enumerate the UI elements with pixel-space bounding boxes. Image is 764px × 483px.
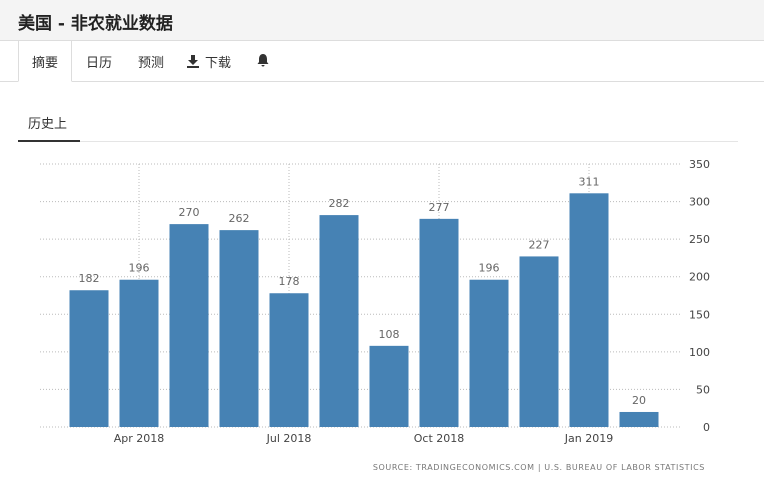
- tab[interactable]: 下载: [205, 56, 232, 71]
- download-icon: [187, 55, 199, 68]
- x-tick-label: Jul 2018: [266, 432, 312, 445]
- y-tick-label: 100: [689, 346, 710, 359]
- bar: [469, 279, 509, 427]
- bar: [269, 293, 309, 427]
- y-tick-label: 300: [689, 196, 710, 209]
- tab[interactable]: 摘要: [32, 56, 59, 71]
- data-label: 196: [479, 262, 500, 275]
- data-label: 108: [379, 328, 400, 341]
- data-label: 196: [129, 262, 150, 275]
- bar: [369, 345, 409, 427]
- data-label: 178: [279, 275, 300, 288]
- bar: [619, 411, 659, 427]
- bar: [319, 215, 359, 427]
- y-tick-label: 0: [703, 421, 710, 434]
- data-label: 282: [329, 197, 350, 210]
- bar: [169, 224, 209, 427]
- y-tick-label: 50: [696, 383, 710, 396]
- source: SOURCE: TRADINGECONOMICS.COM | U.S. BURE…: [373, 463, 705, 472]
- x-tick-label: Jan 2019: [564, 432, 613, 445]
- data-label: 270: [179, 206, 200, 219]
- tab-bar: 摘要 日历 预测 下载: [0, 41, 764, 82]
- bar: [69, 290, 109, 427]
- data-label: 20: [632, 394, 646, 407]
- x-tick-label: Oct 2018: [414, 432, 465, 445]
- tab[interactable]: 日历: [86, 56, 113, 71]
- y-tick-label: 200: [689, 271, 710, 284]
- y-tick-label: 250: [689, 233, 710, 246]
- active-tab-box: [18, 41, 72, 82]
- bar: [419, 218, 459, 427]
- data-label: 311: [579, 175, 600, 188]
- divider: [18, 141, 738, 142]
- bar: [519, 256, 559, 427]
- y-tick-label: 150: [689, 308, 710, 321]
- header: 美国 - 非农就业数据: [0, 0, 764, 41]
- y-tick-label: 350: [689, 158, 710, 171]
- tab[interactable]: 预测: [138, 56, 165, 71]
- x-tick-label: Apr 2018: [114, 432, 165, 445]
- bar: [219, 230, 259, 427]
- page-title: 美国 - 非农就业数据: [18, 14, 173, 34]
- bar: [119, 279, 159, 427]
- data-label: 262: [229, 212, 250, 225]
- bell-icon[interactable]: [256, 53, 270, 67]
- bar: [569, 193, 609, 427]
- data-label: 227: [529, 238, 550, 251]
- subtab-underline: [18, 140, 80, 142]
- subtab[interactable]: 历史上: [28, 117, 68, 132]
- data-label: 182: [79, 272, 100, 285]
- data-label: 277: [429, 201, 450, 214]
